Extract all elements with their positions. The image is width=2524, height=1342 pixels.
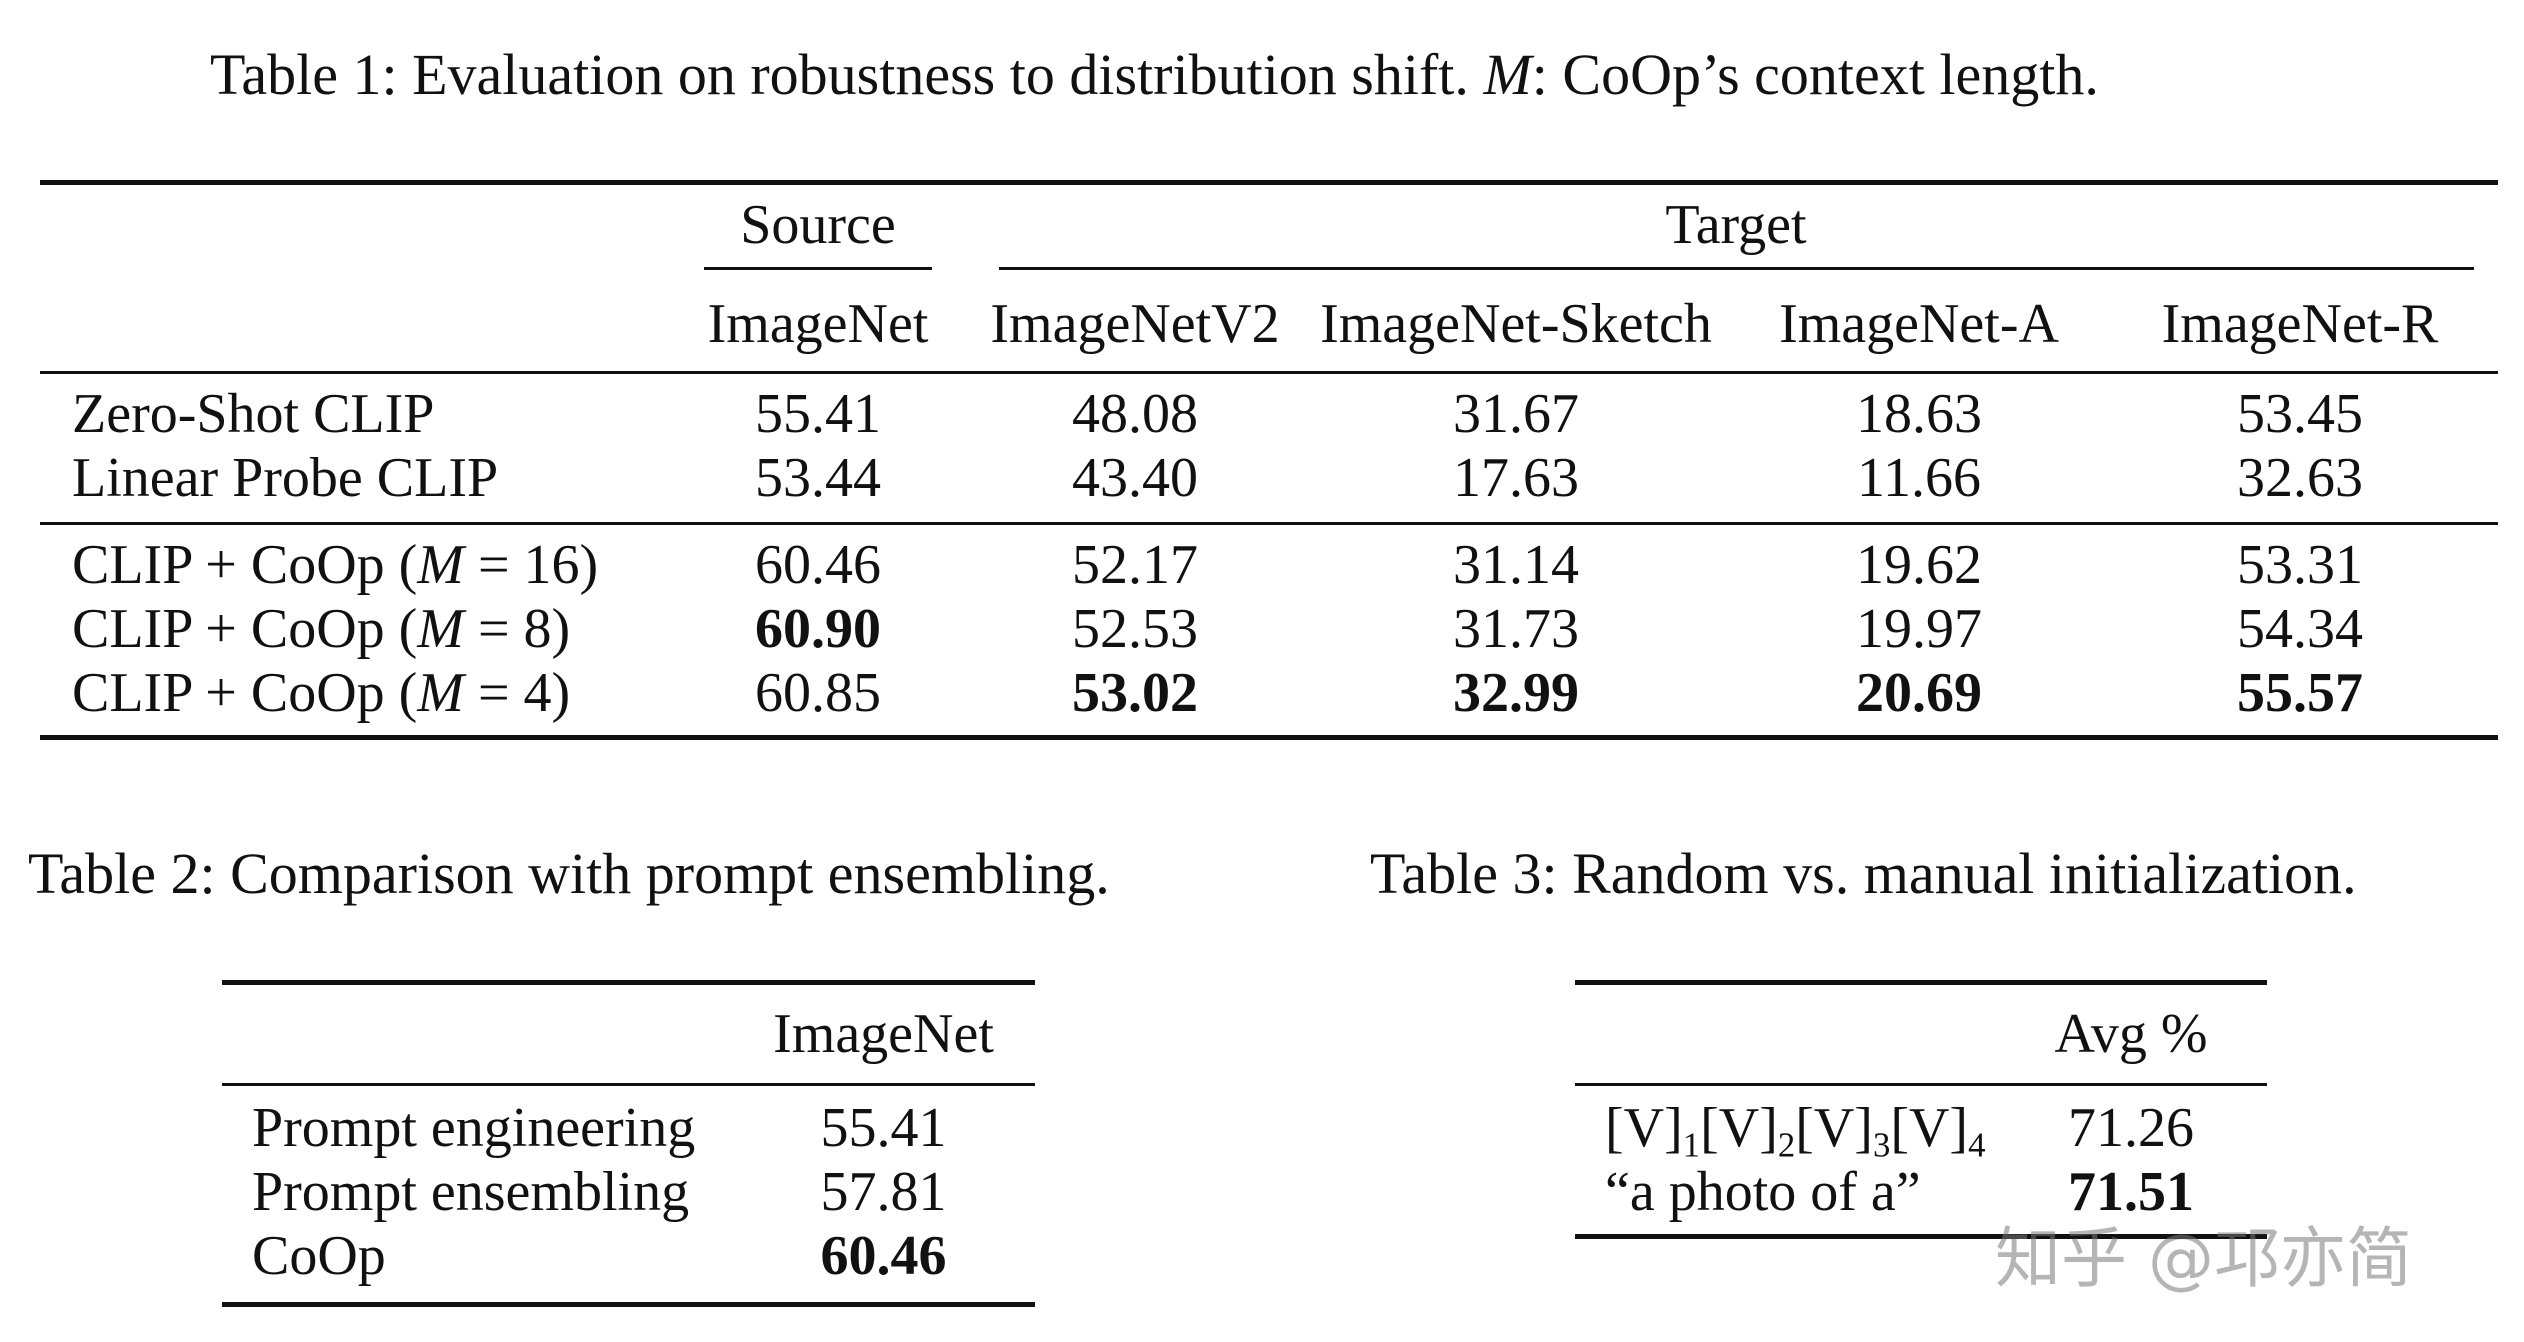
table2-caption: Table 2: Comparison with prompt ensembli… [28, 841, 1110, 906]
table-cell: 57.81 [820, 1161, 947, 1223]
table3-col-header: Avg % [2025, 982, 2267, 1086]
table-cell-best: 32.99 [1453, 662, 1579, 724]
table-cell-best: 55.57 [2237, 662, 2363, 724]
table2-header-row: ImageNet [222, 982, 1035, 1086]
table-cell-best: 71.51 [2068, 1161, 2194, 1223]
table1-col-header: ImageNet-Sketch [1296, 277, 1736, 374]
table1-caption-var: M [1483, 42, 1532, 107]
table-cell: 71.26 [2068, 1097, 2194, 1159]
table-cell: 60.85 [755, 662, 881, 724]
table-cell: 48.08 [1072, 383, 1198, 445]
row-label: CLIP + CoOp (M = 16) [72, 534, 599, 596]
table-cell: 19.62 [1856, 534, 1982, 596]
table-cell: 55.41 [820, 1097, 947, 1159]
table1-group-source: Source [662, 183, 974, 278]
table-cell: 52.17 [1072, 534, 1198, 596]
watermark: 知乎 @邛亦简 [1995, 1220, 2412, 1297]
row-label: Linear Probe CLIP [40, 446, 662, 525]
table-cell: 17.63 [1296, 446, 1736, 525]
table-row: Prompt engineering 55.41 [222, 1085, 1035, 1161]
table-row: CoOp 60.46 [222, 1224, 1035, 1305]
table1-col-header: ImageNet-A [1736, 277, 2102, 374]
row-label-tokens: [V]1[V]2[V]3[V]4 [1605, 1097, 1986, 1165]
table1-column-header-row: ImageNet ImageNetV2 ImageNet-Sketch Imag… [40, 277, 2498, 374]
row-label: CLIP + CoOp (M = 4) [72, 662, 571, 724]
table-cell: 53.31 [2237, 534, 2363, 596]
table-row: CLIP + CoOp (M = 4) 60.85 53.02 32.99 20… [40, 661, 2498, 738]
table-cell: 18.63 [1856, 383, 1982, 445]
table-cell: 32.63 [2102, 446, 2498, 525]
table-row: “a photo of a” 71.51 [1575, 1160, 2267, 1237]
table-cell: 31.73 [1453, 598, 1579, 660]
table-cell-best: 20.69 [1856, 662, 1982, 724]
row-label: Zero-Shot CLIP [72, 383, 435, 445]
table1-col-header: ImageNet [662, 277, 974, 374]
table1-group-header-row: Source Target [40, 183, 2498, 278]
table-cell: 31.67 [1453, 383, 1579, 445]
row-label: CLIP + CoOp (M = 8) [72, 598, 571, 660]
table-row: Prompt ensembling 57.81 [222, 1160, 1035, 1224]
row-label: “a photo of a” [1605, 1161, 1921, 1223]
table2-col-header: ImageNet [762, 982, 1035, 1086]
table-cell: 11.66 [1736, 446, 2102, 525]
table-cell: 53.44 [662, 446, 974, 525]
table1-col-header: ImageNet-R [2102, 277, 2498, 374]
table-cell: 54.34 [2237, 598, 2363, 660]
table-cell: 53.45 [2237, 383, 2363, 445]
table3-caption: Table 3: Random vs. manual initializatio… [1370, 841, 2357, 906]
table3-header-row: Avg % [1575, 982, 2267, 1086]
row-label: CoOp [252, 1225, 386, 1287]
table-cell-best: 60.46 [820, 1225, 947, 1287]
table1-caption: Table 1: Evaluation on robustness to dis… [210, 46, 2099, 104]
table-cell: 43.40 [974, 446, 1296, 525]
table-row: CLIP + CoOp (M = 8) 60.90 52.53 31.73 19… [40, 597, 2498, 661]
row-label: Prompt engineering [252, 1097, 696, 1159]
table1-col-header: ImageNetV2 [974, 277, 1296, 374]
table-cell: 19.97 [1856, 598, 1982, 660]
table-row: [V]1[V]2[V]3[V]4 71.26 [1575, 1085, 2267, 1165]
table1-caption-suffix: : CoOp’s context length. [1531, 42, 2099, 107]
table-cell: 60.46 [755, 534, 881, 596]
table1-caption-prefix: Table 1: Evaluation on robustness to dis… [210, 42, 1484, 107]
table-cell-best: 60.90 [755, 598, 881, 660]
table2: ImageNet Prompt engineering 55.41 Prompt… [222, 980, 1035, 1307]
table-cell: 31.14 [1453, 534, 1579, 596]
row-label: Prompt ensembling [252, 1161, 690, 1223]
table-row: Linear Probe CLIP 53.44 43.40 17.63 11.6… [40, 446, 2498, 525]
table1-group-target: Target [974, 183, 2498, 278]
table-cell: 55.41 [755, 383, 881, 445]
table3: Avg % [V]1[V]2[V]3[V]4 71.26 “a photo of… [1575, 980, 2267, 1239]
table-cell: 52.53 [1072, 598, 1198, 660]
table1: Source Target ImageNet ImageNetV2 ImageN… [40, 180, 2498, 740]
table-row: CLIP + CoOp (M = 16) 60.46 52.17 31.14 1… [40, 524, 2498, 598]
table-row: Zero-Shot CLIP 55.41 48.08 31.67 18.63 5… [40, 373, 2498, 447]
table-cell-best: 53.02 [1072, 662, 1198, 724]
